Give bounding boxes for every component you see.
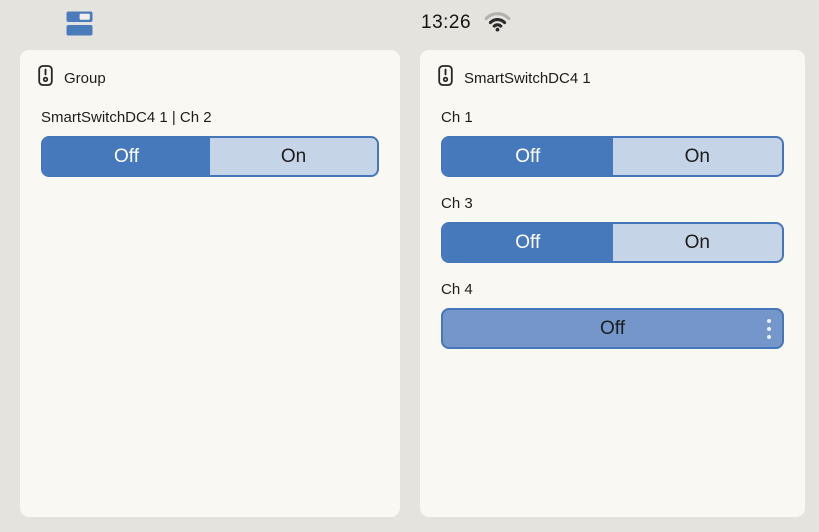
channel-group-ch2: SmartSwitchDC4 1 | Ch 2 Off On: [41, 109, 379, 177]
toggle-group-ch2-on[interactable]: On: [210, 138, 377, 175]
top-bar: 13:26: [0, 0, 819, 46]
clock: 13:26: [421, 12, 472, 33]
card-smartswitchdc4: SmartSwitchDC4 1 Ch 1 Off On Ch 3 Off On…: [420, 50, 805, 517]
toggle-ch1: Off On: [441, 136, 784, 177]
channel-ch3: Ch 3 Off On: [441, 195, 784, 263]
toggle-ch3-off[interactable]: Off: [443, 224, 613, 261]
kebab-menu-icon[interactable]: [767, 318, 771, 339]
toggle-ch3-on[interactable]: On: [613, 224, 783, 261]
channel-label: Ch 3: [441, 195, 473, 212]
toggle-ch1-off[interactable]: Off: [443, 138, 613, 175]
toggle-group-ch2: Off On: [41, 136, 379, 177]
toggle-ch3: Off On: [441, 222, 784, 263]
channel-label: Ch 4: [441, 281, 473, 298]
wifi-icon: [484, 10, 511, 37]
card-group-title: Group: [64, 69, 106, 87]
card-group-header: Group: [38, 50, 379, 91]
channel-ch4: Ch 4 Off: [441, 281, 784, 349]
card-smartswitchdc4-title: SmartSwitchDC4 1: [464, 69, 591, 87]
card-group: Group SmartSwitchDC4 1 | Ch 2 Off On: [20, 50, 400, 517]
switches-icon[interactable]: [66, 11, 93, 41]
toggle-ch1-on[interactable]: On: [613, 138, 783, 175]
switch-device-icon: [438, 65, 453, 91]
channel-label: SmartSwitchDC4 1 | Ch 2: [41, 109, 212, 126]
channel-ch1: Ch 1 Off On: [441, 109, 784, 177]
card-smartswitchdc4-header: SmartSwitchDC4 1: [438, 50, 784, 91]
channel-label: Ch 1: [441, 109, 473, 126]
cards-container: Group SmartSwitchDC4 1 | Ch 2 Off On: [20, 50, 805, 517]
switch-device-icon: [38, 65, 53, 91]
ch4-off-label: Off: [600, 317, 625, 339]
status-cluster: 13:26: [421, 0, 511, 46]
toggle-group-ch2-off[interactable]: Off: [43, 138, 210, 175]
ch4-off-button[interactable]: Off: [441, 308, 784, 349]
